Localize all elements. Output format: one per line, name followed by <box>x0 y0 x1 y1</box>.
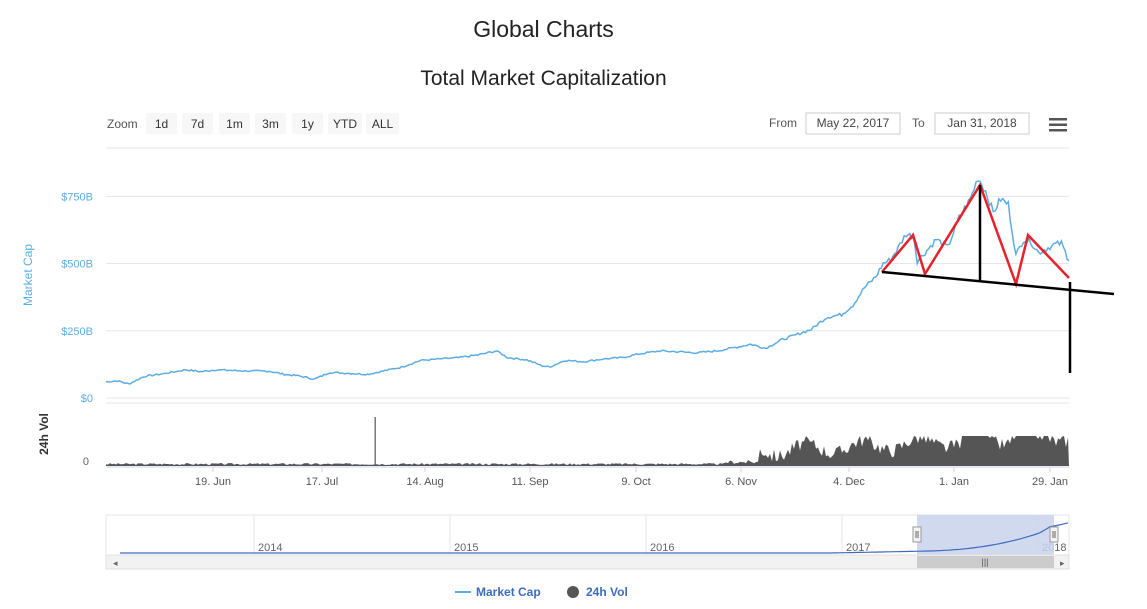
zoom-button-1m[interactable]: 1m <box>219 113 250 134</box>
navigator-scrollbar-track[interactable] <box>105 554 1070 570</box>
zoom-button-label: 3m <box>262 117 279 131</box>
y-axis-ticks: $0 $250B $500B $750B <box>61 191 93 405</box>
navigator-right-handle[interactable] <box>1049 526 1059 543</box>
navigator-year-label: 2017 <box>846 542 870 554</box>
x-tick-label: 6. Nov <box>725 476 757 488</box>
zoom-button-7d[interactable]: 7d <box>182 113 213 134</box>
zoom-button-all[interactable]: ALL <box>366 113 399 134</box>
navigator-year-label: 2016 <box>650 542 674 554</box>
navigator-selected-range[interactable] <box>917 515 1054 555</box>
zoom-button-ytd[interactable]: YTD <box>328 113 362 134</box>
page-title: Global Charts <box>473 16 614 42</box>
x-axis-ticks: 19. Jun 17. Jul 14. Aug 11. Sep 9. Oct 6. Nov… <box>195 467 1068 488</box>
x-tick-label: 29. Jan <box>1032 476 1068 488</box>
hamburger-menu-icon[interactable] <box>1049 118 1067 132</box>
to-date-input[interactable] <box>934 112 1030 135</box>
navigator-series-line <box>120 522 1069 554</box>
scroll-left-arrow-icon[interactable]: ◂ <box>113 558 118 568</box>
x-tick-label: 11. Sep <box>511 476 548 488</box>
legend-item-24h-vol[interactable]: 24h Vol <box>567 585 628 599</box>
market-cap-series-line <box>105 180 1070 385</box>
y-tick-label: $500B <box>61 259 93 271</box>
legend: Market Cap 24h Vol <box>455 585 628 599</box>
x-tick-label: 14. Aug <box>406 476 443 488</box>
navigator-year-label: 2014 <box>258 542 282 554</box>
zoom-button-3m[interactable]: 3m <box>255 113 286 134</box>
legend-label-24h-vol: 24h Vol <box>586 585 628 599</box>
navigator-left-handle[interactable] <box>912 526 922 543</box>
volume-axis-label: 24h Vol <box>37 413 51 455</box>
zoom-button-label: 1d <box>155 117 168 131</box>
zoom-label: Zoom <box>107 117 138 131</box>
legend-label-market-cap: Market Cap <box>476 585 541 599</box>
legend-item-market-cap[interactable]: Market Cap <box>455 585 541 599</box>
zoom-button-label: 1y <box>301 117 314 131</box>
y-tick-label: $0 <box>81 393 93 405</box>
x-tick-label: 17. Jul <box>306 476 338 488</box>
zoom-button-group: 1d 7d 1m 3m 1y YTD ALL <box>146 113 399 134</box>
grid-lines <box>106 195 1069 399</box>
from-date-input[interactable] <box>805 112 901 135</box>
x-tick-label: 19. Jun <box>195 476 231 488</box>
navigator-year-label: 2015 <box>454 542 478 554</box>
zoom-button-1d[interactable]: 1d <box>146 113 177 134</box>
zoom-button-label: YTD <box>333 117 357 131</box>
x-tick-label: 4. Dec <box>833 476 865 488</box>
navigator-frame <box>105 514 1070 556</box>
zoom-button-1y[interactable]: 1y <box>292 113 323 134</box>
annotation-neckline <box>881 270 1115 296</box>
y-tick-label: $250B <box>61 326 93 338</box>
zoom-button-label: 1m <box>226 117 243 131</box>
navigator[interactable]: 2014 2015 2016 2017 2018 ||| ◂ ▸ <box>105 514 1070 570</box>
zoom-button-label: ALL <box>372 117 394 131</box>
x-tick-label: 1. Jan <box>939 476 969 488</box>
scrollbar-grip-icon: ||| <box>981 557 988 567</box>
chart-title: Total Market Capitalization <box>420 67 667 90</box>
y-axis-label: Market Cap <box>21 244 35 306</box>
zoom-button-label: 7d <box>191 117 204 131</box>
to-label: To <box>912 116 925 130</box>
to-date-value: Jan 31, 2018 <box>947 116 1017 130</box>
scroll-right-arrow-icon[interactable]: ▸ <box>1060 558 1065 568</box>
pattern-annotation <box>881 182 1115 373</box>
volume-tick-0: 0 <box>83 456 89 468</box>
y-tick-label: $750B <box>61 191 93 203</box>
x-tick-label: 9. Oct <box>621 476 650 488</box>
navigator-scrollbar-thumb[interactable] <box>917 556 1054 568</box>
volume-series-area <box>106 436 1069 466</box>
from-label: From <box>769 116 797 130</box>
from-date-value: May 22, 2017 <box>817 116 890 130</box>
